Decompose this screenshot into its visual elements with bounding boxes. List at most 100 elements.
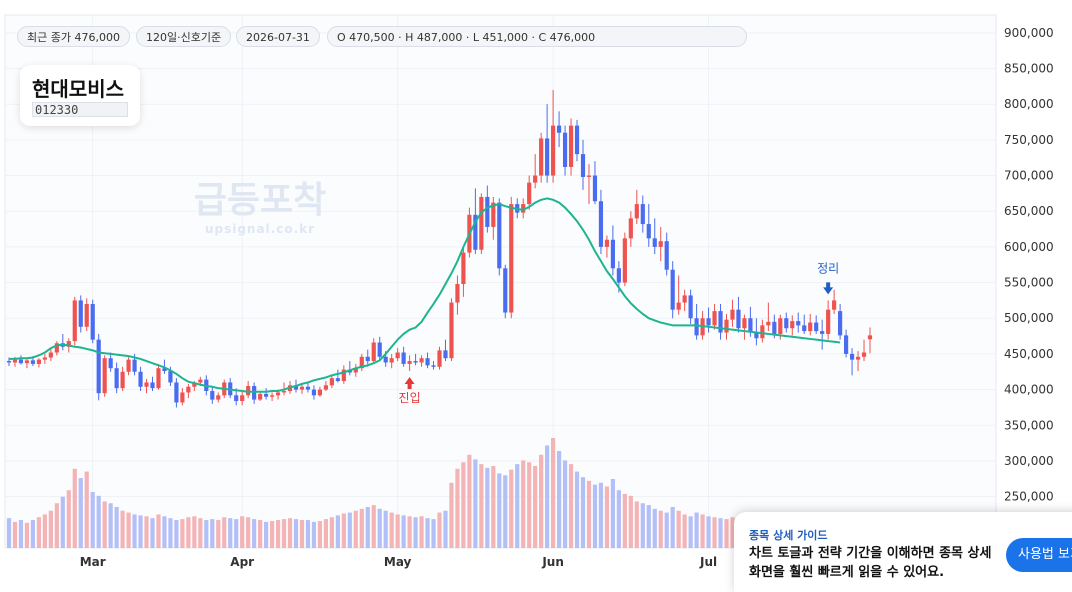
volume-bar <box>479 464 484 548</box>
volume-bar <box>108 503 113 548</box>
volume-bar <box>335 515 340 548</box>
volume-bar <box>132 514 137 548</box>
volume-bar <box>700 514 705 548</box>
candle-body <box>652 238 657 247</box>
volume-bar <box>329 517 334 548</box>
candle-body <box>533 175 538 183</box>
volume-bar <box>724 519 729 548</box>
volume-bar <box>18 520 24 548</box>
volume-bar <box>455 468 460 548</box>
volume-bar <box>503 475 508 548</box>
candle-body <box>712 311 717 326</box>
candle-body <box>766 321 771 326</box>
candle-body <box>150 382 155 389</box>
candle-body <box>234 395 239 402</box>
candle-body <box>395 352 400 359</box>
volume-bar <box>497 473 502 548</box>
volume-bar <box>658 510 663 548</box>
candle-body <box>359 356 364 369</box>
candle-body <box>616 268 621 283</box>
volume-bar <box>234 519 239 548</box>
volume-bar <box>252 519 257 548</box>
volume-bar <box>443 510 448 548</box>
candle-body <box>849 353 855 360</box>
candle-body <box>730 309 735 320</box>
candle-body <box>778 318 783 334</box>
candle-body <box>610 239 615 269</box>
volume-bar <box>150 518 155 548</box>
y-tick-label: 400,000 <box>1004 383 1054 397</box>
candle-body <box>820 331 825 334</box>
candle-body <box>419 358 424 363</box>
volume-bar <box>568 464 574 548</box>
y-tick-label: 700,000 <box>1004 169 1054 183</box>
volume-bar <box>114 506 119 548</box>
candle-body <box>258 393 263 400</box>
volume-bar <box>688 516 693 548</box>
x-tick-label: Mar <box>80 555 106 569</box>
chart-area[interactable]: 900,000 850,000 800,000 750,000 700,000 650,0… <box>0 0 1072 579</box>
y-tick-label: 450,000 <box>1004 347 1054 361</box>
candle-body <box>108 358 113 369</box>
y-tick-label: 900,000 <box>1004 26 1054 40</box>
candle-body <box>132 359 137 372</box>
candle-body <box>796 321 801 326</box>
candle-body <box>383 356 388 363</box>
volume-bar <box>694 512 699 548</box>
volume-bar <box>509 469 514 548</box>
candle-body <box>598 201 604 247</box>
candle-body <box>736 309 741 329</box>
volume-bar <box>551 438 556 548</box>
candle-body <box>443 350 448 359</box>
candle-body <box>509 204 514 313</box>
moving-average-line <box>9 197 841 393</box>
candle-body <box>485 196 490 227</box>
volume-bar <box>622 493 627 548</box>
candle-body <box>144 382 149 387</box>
candle-body <box>586 175 592 177</box>
volume-bar <box>54 503 59 548</box>
candle-body <box>198 379 203 383</box>
candle-body <box>12 359 18 363</box>
volume-bar <box>670 506 675 548</box>
candle-body <box>479 196 484 250</box>
volume-bar <box>491 465 496 548</box>
candle-body <box>431 365 436 367</box>
candle-body <box>838 311 843 336</box>
candle-body <box>377 342 382 357</box>
candle-body <box>580 154 586 177</box>
candle-body <box>36 359 41 364</box>
volume-bar <box>102 501 107 548</box>
candle-body <box>48 352 53 358</box>
candle-body <box>814 322 819 332</box>
candle-body <box>210 391 215 400</box>
volume-bar <box>467 454 472 548</box>
volume-bar <box>407 516 412 548</box>
volume-bar <box>449 482 454 548</box>
volume-bar <box>628 495 633 548</box>
volume-bar <box>24 522 30 548</box>
volume-bar <box>353 510 358 548</box>
volume-bar <box>437 512 442 548</box>
volume-bar <box>359 508 364 548</box>
candle-body <box>186 386 191 393</box>
candle-body <box>688 295 693 319</box>
volume-bar <box>120 510 125 548</box>
y-tick-label: 800,000 <box>1004 97 1054 111</box>
volume-bar <box>222 517 227 548</box>
candle-body <box>855 356 861 360</box>
candle-body <box>491 202 496 227</box>
volume-bar <box>586 480 592 548</box>
candle-body <box>353 368 358 373</box>
candle-body <box>568 125 574 167</box>
candlestick-chart[interactable]: 900,000 850,000 800,000 750,000 700,000 650,0… <box>0 0 1072 579</box>
volume-bar <box>718 518 723 548</box>
guide-button[interactable]: 사용법 보기 <box>1006 538 1072 572</box>
candle-body <box>562 132 568 167</box>
period-badge: 120일·신호기준 <box>136 26 232 47</box>
candle-body <box>706 318 711 326</box>
candle-body <box>305 386 311 390</box>
candle-body <box>78 300 83 327</box>
volume-bar <box>180 519 185 548</box>
candle-body <box>252 386 257 400</box>
